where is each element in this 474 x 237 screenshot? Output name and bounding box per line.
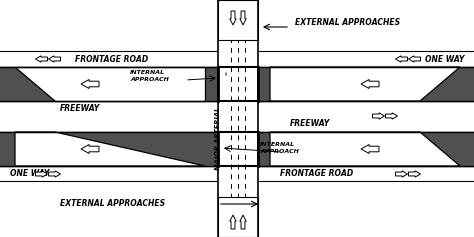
Polygon shape	[373, 113, 384, 119]
Polygon shape	[48, 56, 61, 62]
Text: ONE WAY: ONE WAY	[10, 169, 49, 178]
Bar	[0, 67, 218, 101]
Polygon shape	[240, 215, 246, 229]
Polygon shape	[240, 11, 246, 25]
Polygon shape	[409, 171, 420, 177]
Bar	[218, 132, 258, 166]
Polygon shape	[36, 56, 47, 62]
Bar	[0, 132, 218, 166]
Bar	[258, 132, 474, 166]
Bar	[218, 0, 258, 237]
Bar	[218, 67, 258, 101]
Text: FREEWAY: FREEWAY	[290, 118, 330, 128]
Text: FREEWAY: FREEWAY	[60, 104, 100, 113]
Polygon shape	[395, 171, 408, 177]
Text: ONE WAY: ONE WAY	[425, 55, 465, 64]
Polygon shape	[15, 67, 205, 101]
Text: EXTERNAL APPROACHES: EXTERNAL APPROACHES	[60, 200, 165, 209]
Bar	[218, 0, 258, 40]
Polygon shape	[361, 79, 379, 88]
Polygon shape	[270, 67, 460, 101]
Polygon shape	[81, 145, 99, 154]
Polygon shape	[385, 113, 398, 119]
Polygon shape	[81, 79, 99, 88]
Polygon shape	[361, 145, 379, 154]
Text: INTERNAL
APPROACH: INTERNAL APPROACH	[260, 142, 299, 154]
Polygon shape	[409, 56, 420, 62]
Polygon shape	[230, 215, 236, 229]
Polygon shape	[270, 132, 460, 166]
Polygon shape	[230, 11, 236, 25]
Polygon shape	[36, 171, 47, 177]
Text: FRONTAGE ROAD: FRONTAGE ROAD	[280, 169, 353, 178]
Polygon shape	[395, 56, 408, 62]
Text: MAJOR ARTERIAL: MAJOR ARTERIAL	[215, 107, 221, 170]
Bar	[218, 197, 258, 237]
Text: EXTERNAL APPROACHES: EXTERNAL APPROACHES	[295, 18, 400, 27]
Polygon shape	[15, 132, 205, 166]
Bar	[258, 67, 474, 101]
Polygon shape	[48, 171, 61, 177]
Text: FRONTAGE ROAD: FRONTAGE ROAD	[75, 55, 148, 64]
Text: INTERNAL
APPROACH: INTERNAL APPROACH	[130, 70, 169, 82]
